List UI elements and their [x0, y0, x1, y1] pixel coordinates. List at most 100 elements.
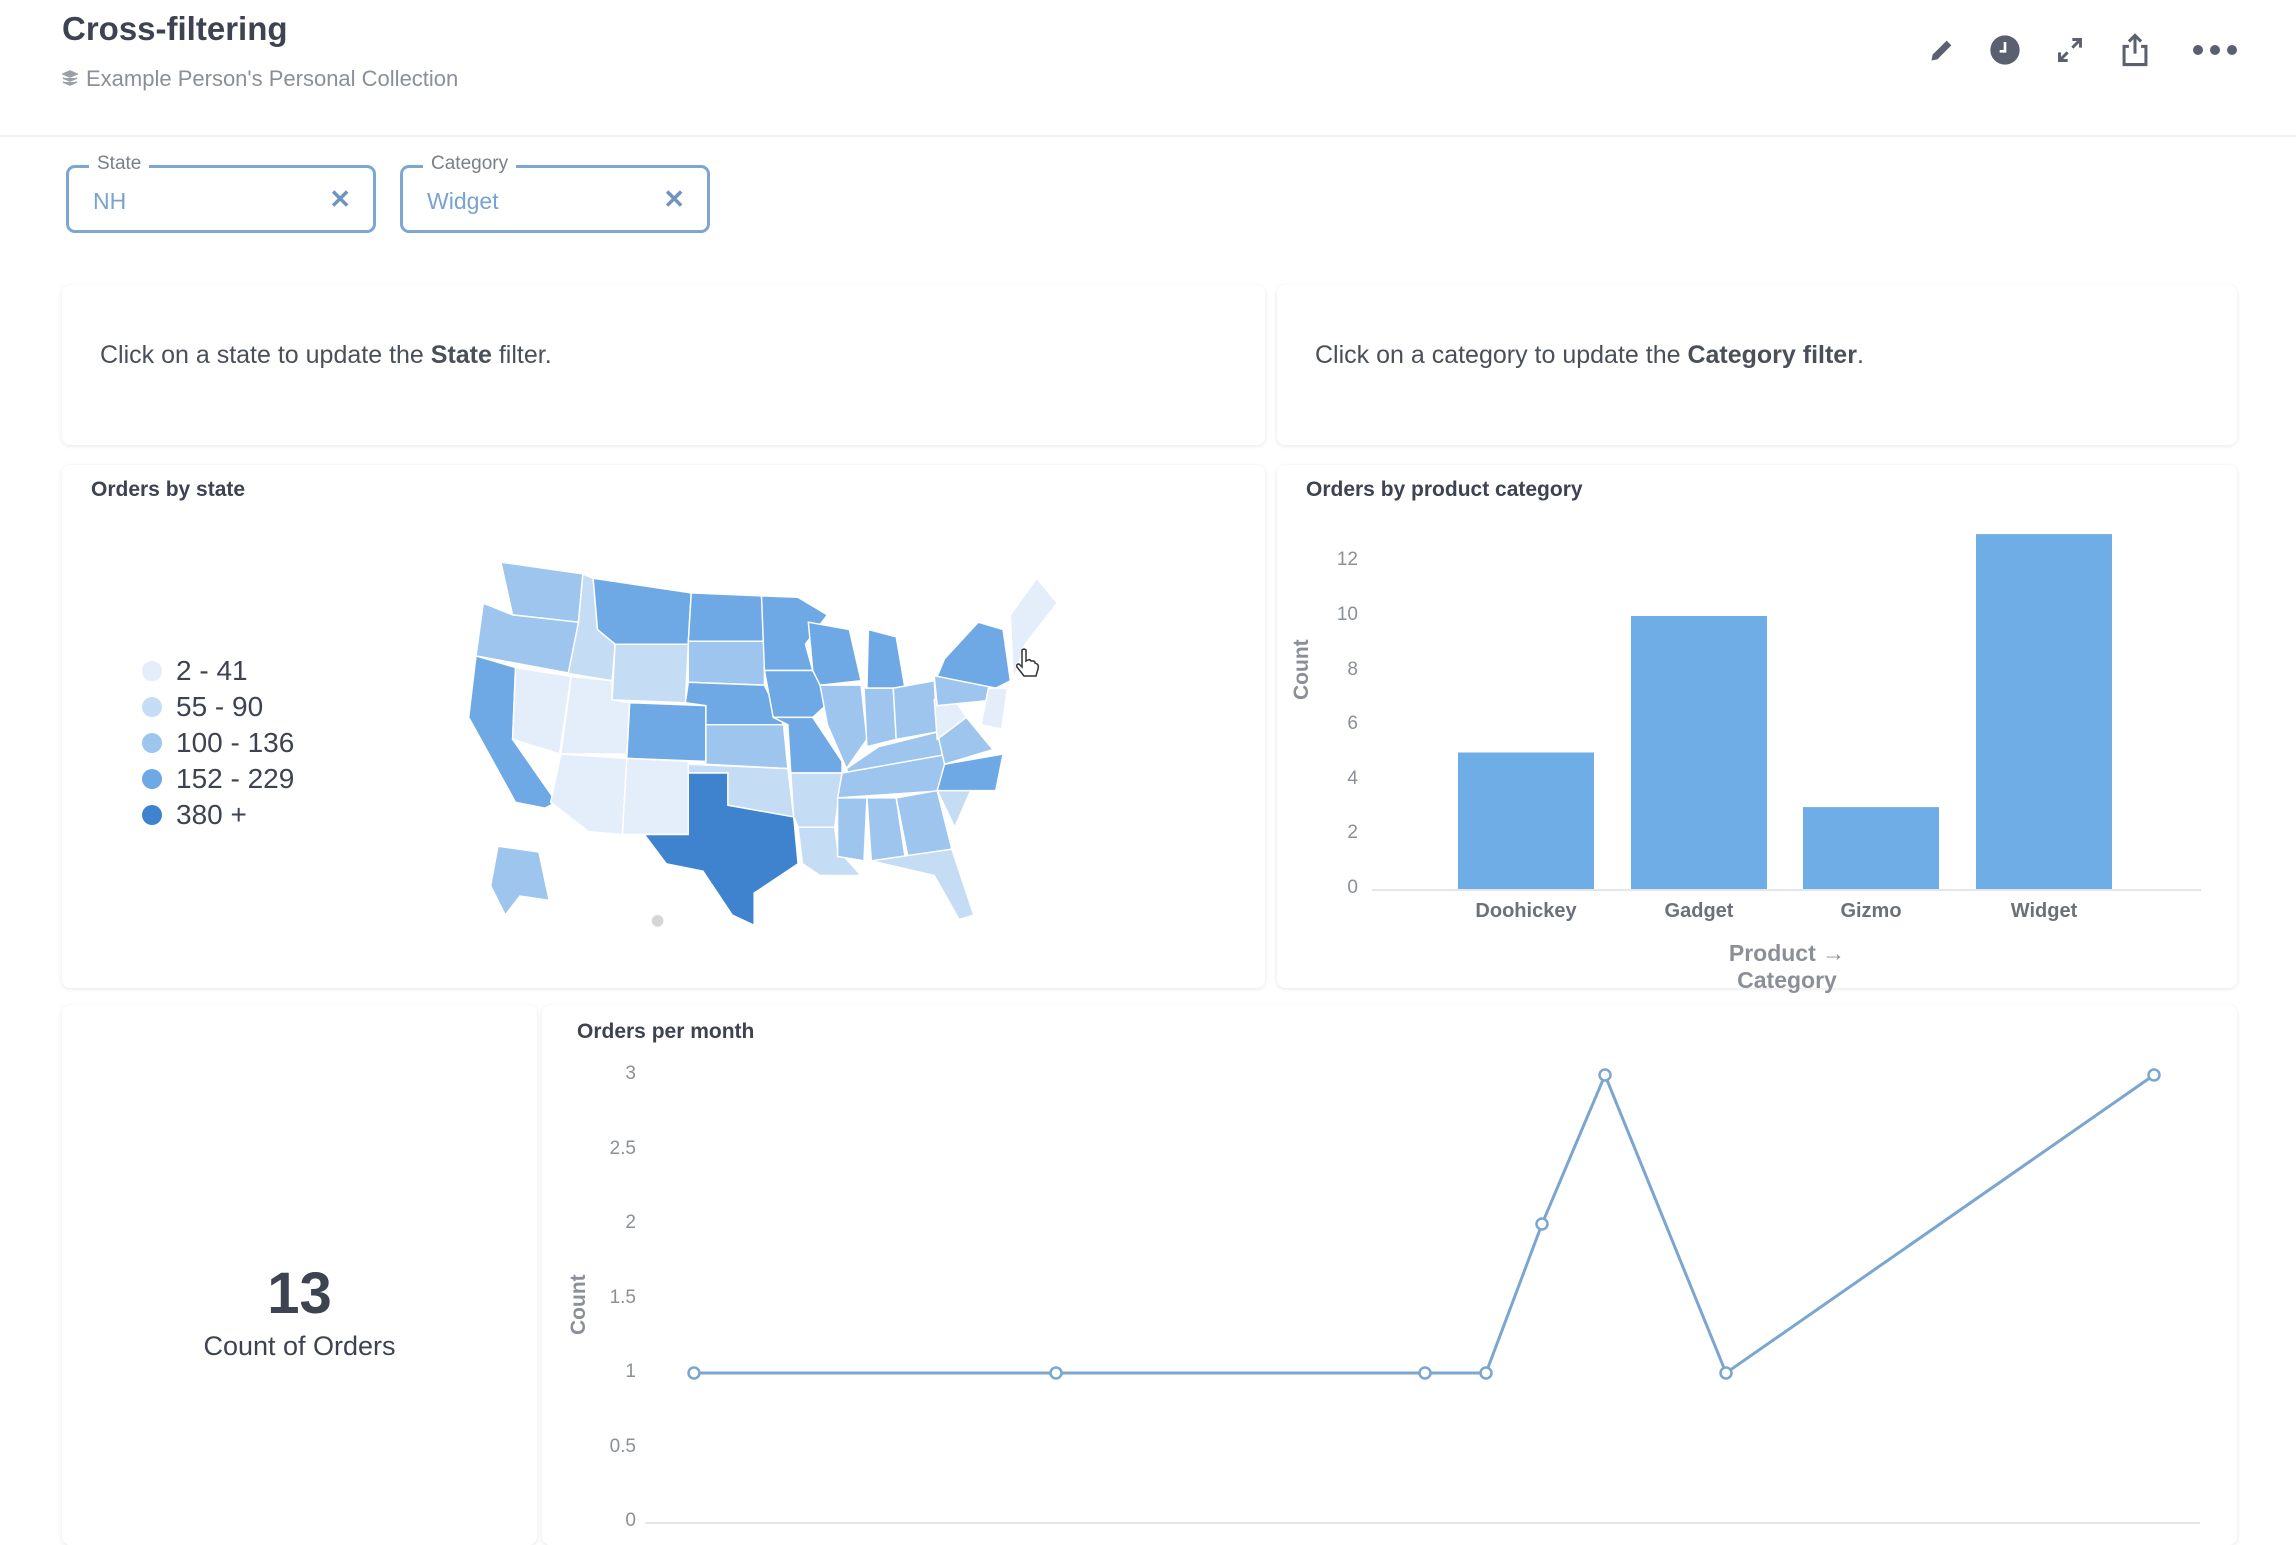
- legend-label: 380 +: [176, 799, 247, 830]
- state-text-card: Click on a state to update the State fil…: [62, 285, 1265, 445]
- hand-cursor-icon: [1016, 648, 1040, 677]
- bar-x-tick-label: Doohickey: [1475, 900, 1577, 922]
- edit-button[interactable]: [1922, 30, 1962, 70]
- collection-name: Example Person's Personal Collection: [86, 66, 459, 91]
- count-of-orders-card: 13 Count of Orders: [62, 1005, 537, 1545]
- legend-item[interactable]: 380 +: [142, 799, 247, 831]
- line-y-tick-label: 2.5: [609, 1137, 636, 1159]
- pencil-icon: [1931, 40, 1952, 61]
- share-button[interactable]: [2115, 30, 2155, 70]
- state-ms[interactable]: [836, 797, 868, 862]
- fullscreen-button[interactable]: [2050, 30, 2090, 70]
- state-ar[interactable]: [790, 772, 843, 828]
- legend-label: 55 - 90: [176, 691, 264, 722]
- state-wa[interactable]: [499, 561, 584, 624]
- state-nv[interactable]: [511, 666, 572, 755]
- expand-icon: [2058, 38, 2082, 62]
- line-y-tick-label: 3: [625, 1063, 636, 1084]
- state-ny[interactable]: [936, 621, 1012, 689]
- text: filter.: [491, 341, 552, 369]
- state-la[interactable]: [797, 826, 863, 877]
- state-in[interactable]: [863, 687, 897, 748]
- state-ne-states[interactable]: [1009, 577, 1059, 681]
- state-co[interactable]: [626, 701, 707, 763]
- legend-label: 152 - 229: [176, 763, 295, 794]
- state-filter-value: NH: [93, 188, 127, 214]
- scalar-value[interactable]: 13: [267, 1261, 332, 1326]
- more-icon: [2193, 45, 2237, 55]
- revision-history-button[interactable]: [1985, 30, 2025, 70]
- legend-item[interactable]: 55 - 90: [142, 691, 263, 723]
- state-wi[interactable]: [807, 621, 862, 686]
- text: Click on a category to update the: [1315, 341, 1688, 369]
- category-filter-label: Category: [423, 153, 517, 175]
- state-mt[interactable]: [592, 577, 692, 645]
- bar-y-tick-label: 12: [1336, 549, 1358, 571]
- state-az[interactable]: [549, 753, 628, 836]
- state-md[interactable]: [980, 687, 1009, 730]
- bar-y-axis-label: Count: [1290, 639, 1313, 700]
- share-icon: [2122, 33, 2148, 67]
- collection-icon: [62, 70, 78, 86]
- state-ks[interactable]: [705, 723, 789, 770]
- bar-y-tick-label: 2: [1347, 822, 1358, 844]
- bar-y-tick-label: 6: [1347, 713, 1358, 735]
- legend-label: 2 - 41: [176, 655, 248, 686]
- line-chart-title[interactable]: Orders per month: [577, 1020, 755, 1043]
- state-il[interactable]: [819, 684, 868, 771]
- clock-icon: [1990, 35, 2020, 65]
- bar-chart-title[interactable]: Orders by product category: [1306, 478, 1583, 501]
- state-oh[interactable]: [892, 679, 938, 741]
- more-options-button[interactable]: [2190, 30, 2240, 70]
- state-wy[interactable]: [611, 643, 690, 704]
- text-bold: State: [430, 341, 492, 369]
- line-y-tick-label: 1: [625, 1361, 636, 1382]
- legend-item[interactable]: 2 - 41: [142, 655, 248, 687]
- state-sd[interactable]: [687, 640, 766, 686]
- state-mi[interactable]: [866, 628, 906, 689]
- state-nd[interactable]: [687, 592, 766, 642]
- bar-y-tick-label: 8: [1347, 658, 1358, 680]
- legend-item[interactable]: 100 - 136: [142, 727, 294, 759]
- state-nc[interactable]: [936, 753, 1005, 792]
- state-filter[interactable]: State NH ✕: [66, 153, 376, 233]
- legend-item[interactable]: 152 - 229: [142, 763, 294, 795]
- line-y-tick-label: 0: [625, 1510, 636, 1531]
- page-title: Cross-filtering: [62, 10, 288, 47]
- line-y-tick-label: 1.5: [609, 1286, 636, 1308]
- state-tx[interactable]: [642, 772, 799, 927]
- legend-swatch: [142, 661, 162, 681]
- us-choropleth-map[interactable]: [454, 549, 1069, 937]
- text-bold: Category filter: [1687, 341, 1857, 369]
- clear-state-filter-icon[interactable]: ✕: [329, 184, 351, 214]
- category-filter-value: Widget: [427, 188, 499, 214]
- legend-swatch: [142, 769, 162, 789]
- bar-x-axis-label: Product → Category: [1728, 940, 1846, 993]
- text: Click on a state to update the: [100, 341, 431, 369]
- line-y-tick-label: 0.5: [609, 1435, 636, 1457]
- state-fl[interactable]: [871, 848, 975, 921]
- legend-swatch: [142, 733, 162, 753]
- bar-y-tick-label: 0: [1347, 877, 1358, 898]
- header-divider: [0, 135, 2296, 137]
- state-hi[interactable]: [651, 915, 664, 927]
- state-ia[interactable]: [763, 669, 833, 719]
- state-nm[interactable]: [621, 757, 690, 836]
- state-ak[interactable]: [489, 845, 551, 917]
- orders-per-month-card: [542, 1005, 2237, 1545]
- legend-swatch: [142, 805, 162, 825]
- line-y-axis-label: Count: [567, 1274, 590, 1335]
- category-text-card: Click on a category to update the Catego…: [1277, 285, 2237, 445]
- collection-breadcrumb[interactable]: Example Person's Personal Collection: [62, 66, 458, 92]
- bar-x-tick-label: Gizmo: [1840, 900, 1902, 922]
- bar-x-tick-label: Gadget: [1664, 900, 1734, 922]
- bar-y-tick-label: 10: [1336, 604, 1358, 625]
- category-filter[interactable]: Category Widget ✕: [400, 153, 710, 233]
- legend-label: 100 - 136: [176, 727, 295, 758]
- category-instructions: Click on a category to update the Catego…: [1315, 341, 1864, 370]
- scalar-label: Count of Orders: [203, 1331, 396, 1361]
- bar-y-tick-label: 4: [1347, 767, 1358, 789]
- clear-category-filter-icon[interactable]: ✕: [663, 184, 685, 214]
- map-title[interactable]: Orders by state: [91, 478, 246, 501]
- text: .: [1856, 341, 1864, 369]
